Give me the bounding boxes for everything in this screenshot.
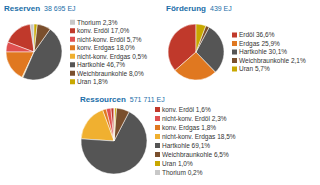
- label-swatch: [155, 152, 160, 157]
- pie-chart: Ressourcen 571 711 EJ konv. Erdöl 1,6% nich…: [80, 95, 236, 176]
- slice: [81, 110, 114, 141]
- label-swatch: [70, 28, 75, 33]
- slice: [34, 24, 37, 52]
- pie-chart: Förderung 439 EJ Erdöl 36,6% Erdgas 25,9%Ha…: [166, 4, 306, 80]
- slice-label: Weichbraunkohle 2,1%: [239, 57, 306, 64]
- label-swatch: [155, 116, 160, 121]
- label-swatch: [70, 20, 75, 25]
- slice-label: konv. Erdgas 1,8%: [162, 124, 216, 132]
- slice-label: nicht-konv. Erdgas 0,5%: [77, 53, 147, 61]
- slices: [81, 108, 147, 174]
- subtitle: 571 711 EJ: [130, 96, 165, 103]
- label-swatch: [155, 170, 160, 175]
- slice-label: konv. Erdöl 17,0%: [77, 27, 129, 34]
- label-swatch: [70, 79, 75, 84]
- slice-label: Weichbraunkohle 8,0%: [77, 70, 144, 77]
- slices: [6, 24, 62, 80]
- slice-label: Uran 1,8%: [77, 78, 108, 85]
- slice-label: konv. Erdöl 1,6%: [162, 106, 211, 113]
- title: Ressourcen: [80, 95, 126, 104]
- label-swatch: [70, 71, 75, 76]
- title: Reserven: [4, 4, 40, 13]
- slices: [168, 24, 224, 80]
- pie-chart: Reserven 38 695 EJThorium 2,3%konv. Erdöl…: [4, 4, 147, 85]
- slice-label: Hartkohle 30,1%: [239, 48, 287, 55]
- label-swatch: [155, 161, 160, 166]
- label-swatch: [70, 45, 75, 50]
- slice-label: Erdgas 25,9%: [239, 40, 280, 48]
- label-swatch: [232, 41, 237, 46]
- label-swatch: [70, 62, 75, 67]
- slice-label: nicht-konv. Erdöl 2,3%: [162, 115, 227, 122]
- label-swatch: [232, 58, 237, 63]
- slice-label: Weichbraunkohle 6,5%: [162, 151, 229, 158]
- label-swatch: [232, 67, 237, 72]
- slice-label: Uran 5,7%: [239, 65, 270, 72]
- label-swatch: [232, 33, 237, 38]
- title: Förderung: [166, 4, 206, 13]
- label-swatch: [155, 107, 160, 112]
- label-swatch: [155, 143, 160, 148]
- slice: [114, 108, 116, 141]
- slice: [34, 24, 50, 52]
- slice-label: Hartkohle 46,7%: [77, 61, 125, 68]
- label-swatch: [70, 37, 75, 42]
- slice-label: nicht-konv. Erdgas 18,5%: [162, 133, 236, 141]
- label-swatch: [155, 134, 160, 139]
- slice-label: Erdöl 36,6%: [239, 31, 275, 38]
- slice-label: Thorium 2,3%: [77, 19, 118, 26]
- label-swatch: [155, 125, 160, 130]
- slice-label: nicht-konv. Erdöl 5,7%: [77, 36, 142, 43]
- slice: [114, 108, 115, 141]
- subtitle: 439 EJ: [210, 5, 232, 12]
- slice: [196, 24, 206, 52]
- slice-label: Uran 1,0%: [162, 160, 193, 167]
- subtitle: 38 695 EJ: [44, 5, 76, 12]
- slice: [6, 42, 34, 52]
- slice-label: konv. Erdgas 18,0%: [77, 44, 135, 52]
- chart: Förderung439 EJErdöl 36,6%Erdgas 25,9%Ha…: [0, 0, 320, 185]
- slice: [114, 108, 129, 141]
- slice-label: Thorium 0,2%: [162, 169, 203, 176]
- label-swatch: [70, 54, 75, 59]
- slice-label: Hartkohle 69,1%: [162, 142, 210, 149]
- label-swatch: [232, 50, 237, 55]
